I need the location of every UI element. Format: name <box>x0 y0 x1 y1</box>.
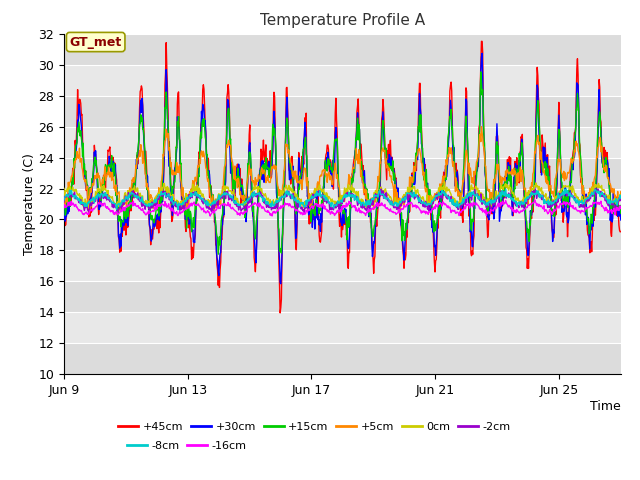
Bar <box>64 127 621 157</box>
Bar <box>64 65 621 96</box>
Text: GT_met: GT_met <box>70 36 122 48</box>
Title: Temperature Profile A: Temperature Profile A <box>260 13 425 28</box>
Bar <box>64 343 621 374</box>
Y-axis label: Temperature (C): Temperature (C) <box>22 153 36 255</box>
Bar <box>64 219 621 251</box>
Bar <box>64 96 621 127</box>
Bar <box>64 34 621 65</box>
X-axis label: Time: Time <box>590 400 621 413</box>
Legend: -8cm, -16cm: -8cm, -16cm <box>122 436 251 455</box>
Bar <box>64 189 621 219</box>
Bar <box>64 281 621 312</box>
Bar <box>64 251 621 281</box>
Bar <box>64 312 621 343</box>
Bar <box>64 157 621 189</box>
